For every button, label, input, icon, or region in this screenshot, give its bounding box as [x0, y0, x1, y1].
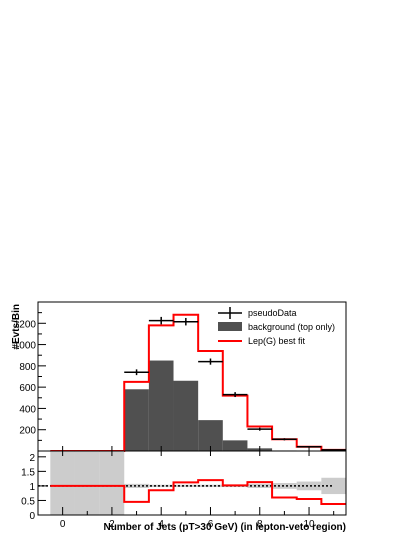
background-bar: [148, 360, 174, 451]
y-tick-label: 800: [19, 362, 36, 373]
background-bar: [124, 389, 149, 451]
legend-label-pseudodata: pseudoData: [248, 308, 297, 318]
legend-entry-background: background (top only): [218, 322, 335, 332]
legend-entry-pseudodata: pseudoData: [218, 307, 297, 319]
x-tick-label: 0: [60, 519, 66, 530]
ratio-step-line: [50, 479, 346, 505]
uncertainty-band: [124, 483, 149, 488]
uncertainty-band: [173, 484, 199, 488]
ratio-panel-frame: [37, 450, 347, 516]
uncertainty-band: [148, 484, 174, 488]
data-point: [321, 449, 346, 451]
legend-label-background: background (top only): [248, 322, 335, 332]
x-axis-title: Number of Jets (pT>30 GeV) (in lepton-ve…: [103, 522, 346, 533]
data-point: [173, 317, 199, 326]
x-tick-label: 2: [109, 519, 115, 530]
data-point: [148, 316, 174, 325]
ratio-y-tick-label: 1: [29, 482, 35, 493]
legend-entry-fit: Lep(G) best fit: [218, 336, 306, 346]
y-tick-label: 600: [19, 383, 36, 394]
background-bar: [222, 440, 248, 451]
x-tick-label: 4: [158, 519, 164, 530]
uncertainty-band: [321, 477, 346, 495]
background-bar: [173, 380, 199, 451]
legend-label-fit: Lep(G) best fit: [248, 336, 306, 346]
data-point: [124, 369, 149, 376]
y-tick-label: 1000: [14, 341, 37, 352]
uncertainty-band: [50, 451, 75, 515]
y-axis-title: #Evts/Bin: [11, 304, 22, 350]
x-tick-label: 6: [208, 519, 214, 530]
ratio-y-tick-label: 1.5: [21, 467, 35, 478]
data-point: [198, 358, 223, 365]
ratio-y-tick-label: 0.5: [21, 496, 35, 507]
y-tick-label: 1200: [14, 319, 37, 330]
uncertainty-band: [74, 451, 100, 515]
x-tick-label: 8: [257, 519, 263, 530]
y-tick-label: 400: [19, 404, 36, 415]
fit-step-line: [50, 313, 346, 452]
data-point: [272, 438, 297, 441]
data-point: [247, 427, 273, 431]
uncertainty-band: [272, 483, 297, 489]
ratio-y-tick-label: 0: [29, 511, 35, 522]
legend: pseudoData background (top only) Lep(G) …: [218, 307, 335, 346]
ratio-panel: 0 0.5 1 1.5 2 0 2 4 6 8 10 Number of Jets (pT>30 …: [21, 450, 347, 533]
data-point: [222, 392, 248, 398]
main-histogram-panel: 200 400 600 800 1000 1200 #Evts/Bin: [11, 301, 347, 452]
uncertainty-band: [99, 451, 125, 515]
x-tick-label: 10: [303, 519, 315, 530]
ratio-y-tick-label: 2: [29, 453, 35, 464]
uncertainty-band: [296, 481, 322, 491]
background-bar: [198, 420, 223, 451]
y-tick-label: 200: [19, 426, 36, 437]
